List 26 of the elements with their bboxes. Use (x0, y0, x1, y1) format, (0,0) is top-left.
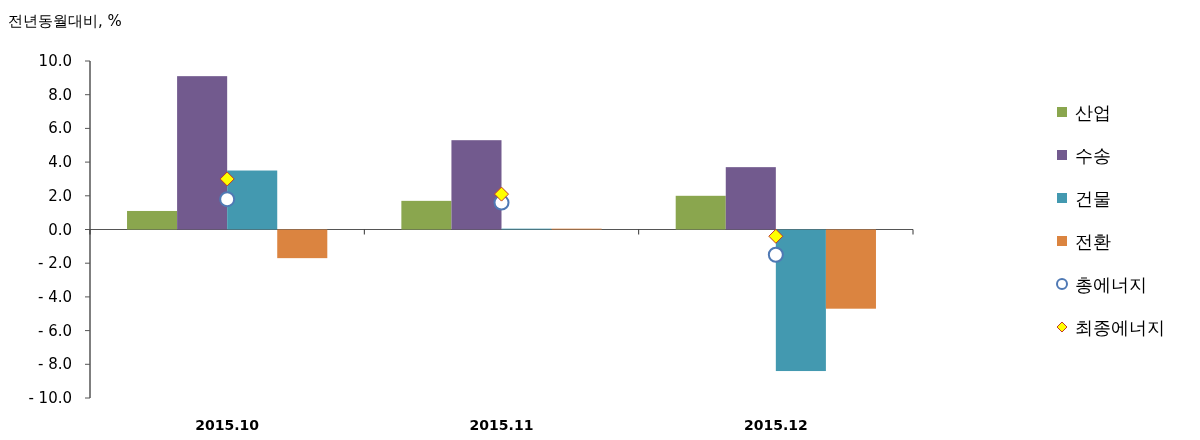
legend-label: 총에너지 (1075, 274, 1147, 295)
x-tick-label: 2015.12 (743, 417, 808, 433)
x-tick-label: 2015.10 (195, 417, 260, 433)
y-tick-label: - 4.0 (37, 287, 72, 306)
legend-label: 전환 (1075, 231, 1111, 252)
point (494, 186, 509, 202)
legend-label: 최종에너지 (1075, 317, 1165, 338)
point (768, 228, 784, 244)
legend-label: 수송 (1075, 145, 1111, 166)
y-tick-label: - 8.0 (37, 355, 72, 374)
y-tick-label: 6.0 (48, 119, 72, 138)
y-tick-label: 10.0 (38, 52, 72, 70)
x-tick-label: 2015.11 (469, 417, 534, 433)
y-tick-label: - 6.0 (37, 321, 72, 340)
y-axis-title: 전년동월대비, % (8, 12, 122, 30)
legend-label: 건물 (1075, 188, 1111, 209)
point (767, 246, 784, 263)
y-tick-label: 2.0 (48, 186, 72, 205)
y-tick-label: 4.0 (48, 153, 72, 172)
legend-label: 산업 (1075, 102, 1111, 123)
point (219, 171, 235, 187)
point (219, 191, 236, 208)
y-tick-label: - 2.0 (37, 254, 72, 273)
y-tick-label: 8.0 (48, 85, 72, 104)
y-tick-label: - 10.0 (28, 389, 72, 407)
y-tick-label: 0.0 (48, 220, 72, 239)
